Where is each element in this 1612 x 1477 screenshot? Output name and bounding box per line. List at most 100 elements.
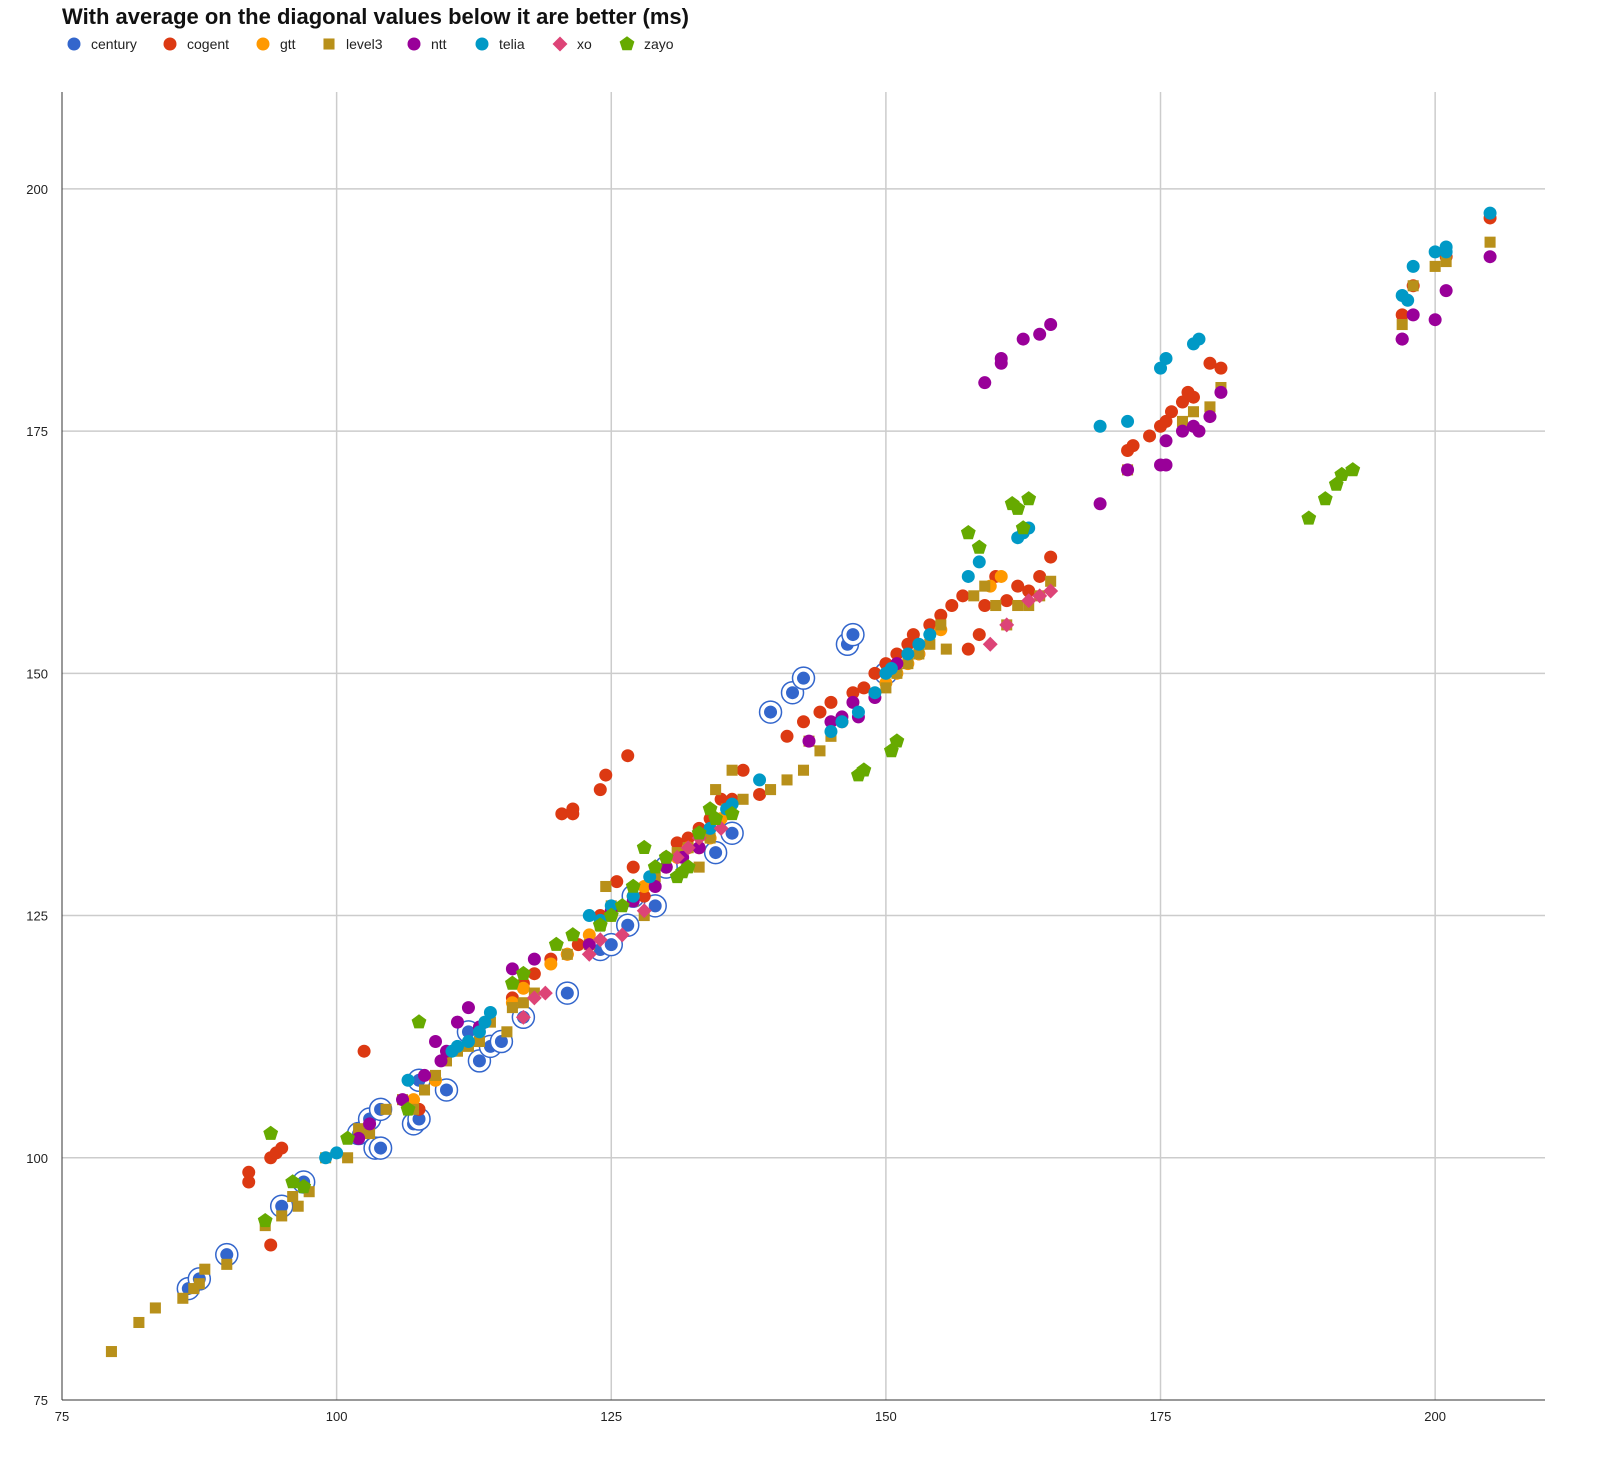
xo-point <box>1021 593 1037 609</box>
ntt-point <box>1203 410 1217 424</box>
telia-point <box>868 686 882 700</box>
telia-point <box>725 797 739 811</box>
cogent-point <box>555 807 569 821</box>
level3-point <box>1429 260 1441 272</box>
level3-point <box>1440 256 1452 268</box>
cogent-point <box>1203 356 1217 370</box>
century-point <box>560 986 574 1000</box>
x-tick-label: 75 <box>55 1409 69 1424</box>
telia-point <box>912 637 926 651</box>
legend-item-ntt: ntt <box>407 36 447 52</box>
zayo-point <box>411 1014 427 1029</box>
century-point <box>461 1025 475 1039</box>
cogent-point <box>797 715 810 729</box>
level3-point <box>902 658 914 670</box>
telia-point <box>835 715 849 729</box>
ntt-point <box>396 1093 410 1107</box>
level3-point <box>1176 415 1189 427</box>
legend-item-century: century <box>67 36 137 52</box>
ntt-point <box>1483 250 1497 264</box>
legend-item-zayo: zayo <box>619 36 674 52</box>
ntt-point <box>1175 424 1189 438</box>
ntt-point <box>1439 284 1453 298</box>
cogent-point <box>1214 361 1228 375</box>
level3-point <box>781 774 793 786</box>
ntt-point <box>461 1001 475 1015</box>
zayo-point <box>971 539 987 554</box>
xo-point <box>1032 588 1048 604</box>
legend-label-cogent: cogent <box>187 36 229 52</box>
cogent-point <box>978 599 992 613</box>
century-point <box>374 1141 388 1155</box>
century-point <box>439 1083 453 1097</box>
telia-point <box>961 569 975 583</box>
cogent-point <box>1022 584 1036 598</box>
century-point <box>472 1054 486 1068</box>
cogent-point <box>264 1238 278 1252</box>
telia-point <box>643 870 657 884</box>
xo-point <box>592 932 608 948</box>
level3-point <box>1045 575 1057 587</box>
telia-point <box>824 724 838 738</box>
series-zayo <box>257 462 1361 1228</box>
cogent-point <box>1175 395 1189 409</box>
zayo-point <box>889 733 905 748</box>
x-tick-label: 150 <box>875 1409 897 1424</box>
cogent-point <box>906 628 920 642</box>
level3-point <box>292 1200 304 1212</box>
cogent-point <box>242 1165 256 1179</box>
zayo-point <box>1015 520 1031 535</box>
legend: century cogent gtt level3 ntt telia xo zayo <box>67 36 674 52</box>
level3-point <box>880 682 892 694</box>
axes-layer: 75 100 125 150 175 200 75 100 125 150 175 200 <box>26 92 1545 1424</box>
ntt-point <box>692 841 706 855</box>
gtt-point <box>994 569 1008 583</box>
legend-label-century: century <box>91 36 137 52</box>
y-tick-label: 200 <box>26 182 48 197</box>
gtt-point <box>516 981 530 995</box>
ntt-point <box>352 1131 366 1145</box>
cogent-point <box>901 637 915 651</box>
cogent-point <box>1126 439 1140 453</box>
xo-point <box>999 617 1015 633</box>
ntt-point <box>1395 332 1409 346</box>
zayo-point <box>724 806 740 821</box>
legend-marker-ntt <box>407 37 421 51</box>
series-cogent <box>242 211 1497 1252</box>
level3-point <box>193 1278 205 1290</box>
level3-point <box>710 784 722 796</box>
telia-point <box>478 1015 492 1029</box>
ntt-point <box>824 715 838 729</box>
ntt-point <box>450 1015 464 1029</box>
ntt-point <box>582 938 596 952</box>
zayo-point <box>708 810 723 825</box>
telia-point <box>901 647 915 661</box>
century-point <box>275 1199 289 1213</box>
telia-point <box>330 1146 344 1160</box>
cogent-point <box>961 642 975 656</box>
cogent-point <box>780 729 794 743</box>
zayo-point <box>691 825 707 840</box>
level3-point <box>287 1191 299 1203</box>
cogent-point <box>972 628 986 642</box>
level3-point <box>199 1263 211 1275</box>
ntt-point <box>418 1068 432 1082</box>
telia-point <box>472 1025 486 1039</box>
cogent-point <box>599 768 613 782</box>
cogent-point <box>1165 405 1179 419</box>
telia-point <box>703 821 717 835</box>
cogent-point <box>934 608 948 622</box>
telia-point <box>401 1073 415 1087</box>
level3-point <box>364 1128 376 1140</box>
cogent-point <box>714 792 728 806</box>
ntt-point <box>1192 424 1206 438</box>
cogent-point <box>621 749 635 763</box>
telia-point <box>851 705 865 719</box>
level3-point <box>1187 406 1199 418</box>
ntt-point <box>994 351 1008 365</box>
level3-point <box>913 648 925 660</box>
level3-point <box>968 590 980 602</box>
level3-point <box>517 997 529 1009</box>
zayo-point <box>636 839 652 854</box>
